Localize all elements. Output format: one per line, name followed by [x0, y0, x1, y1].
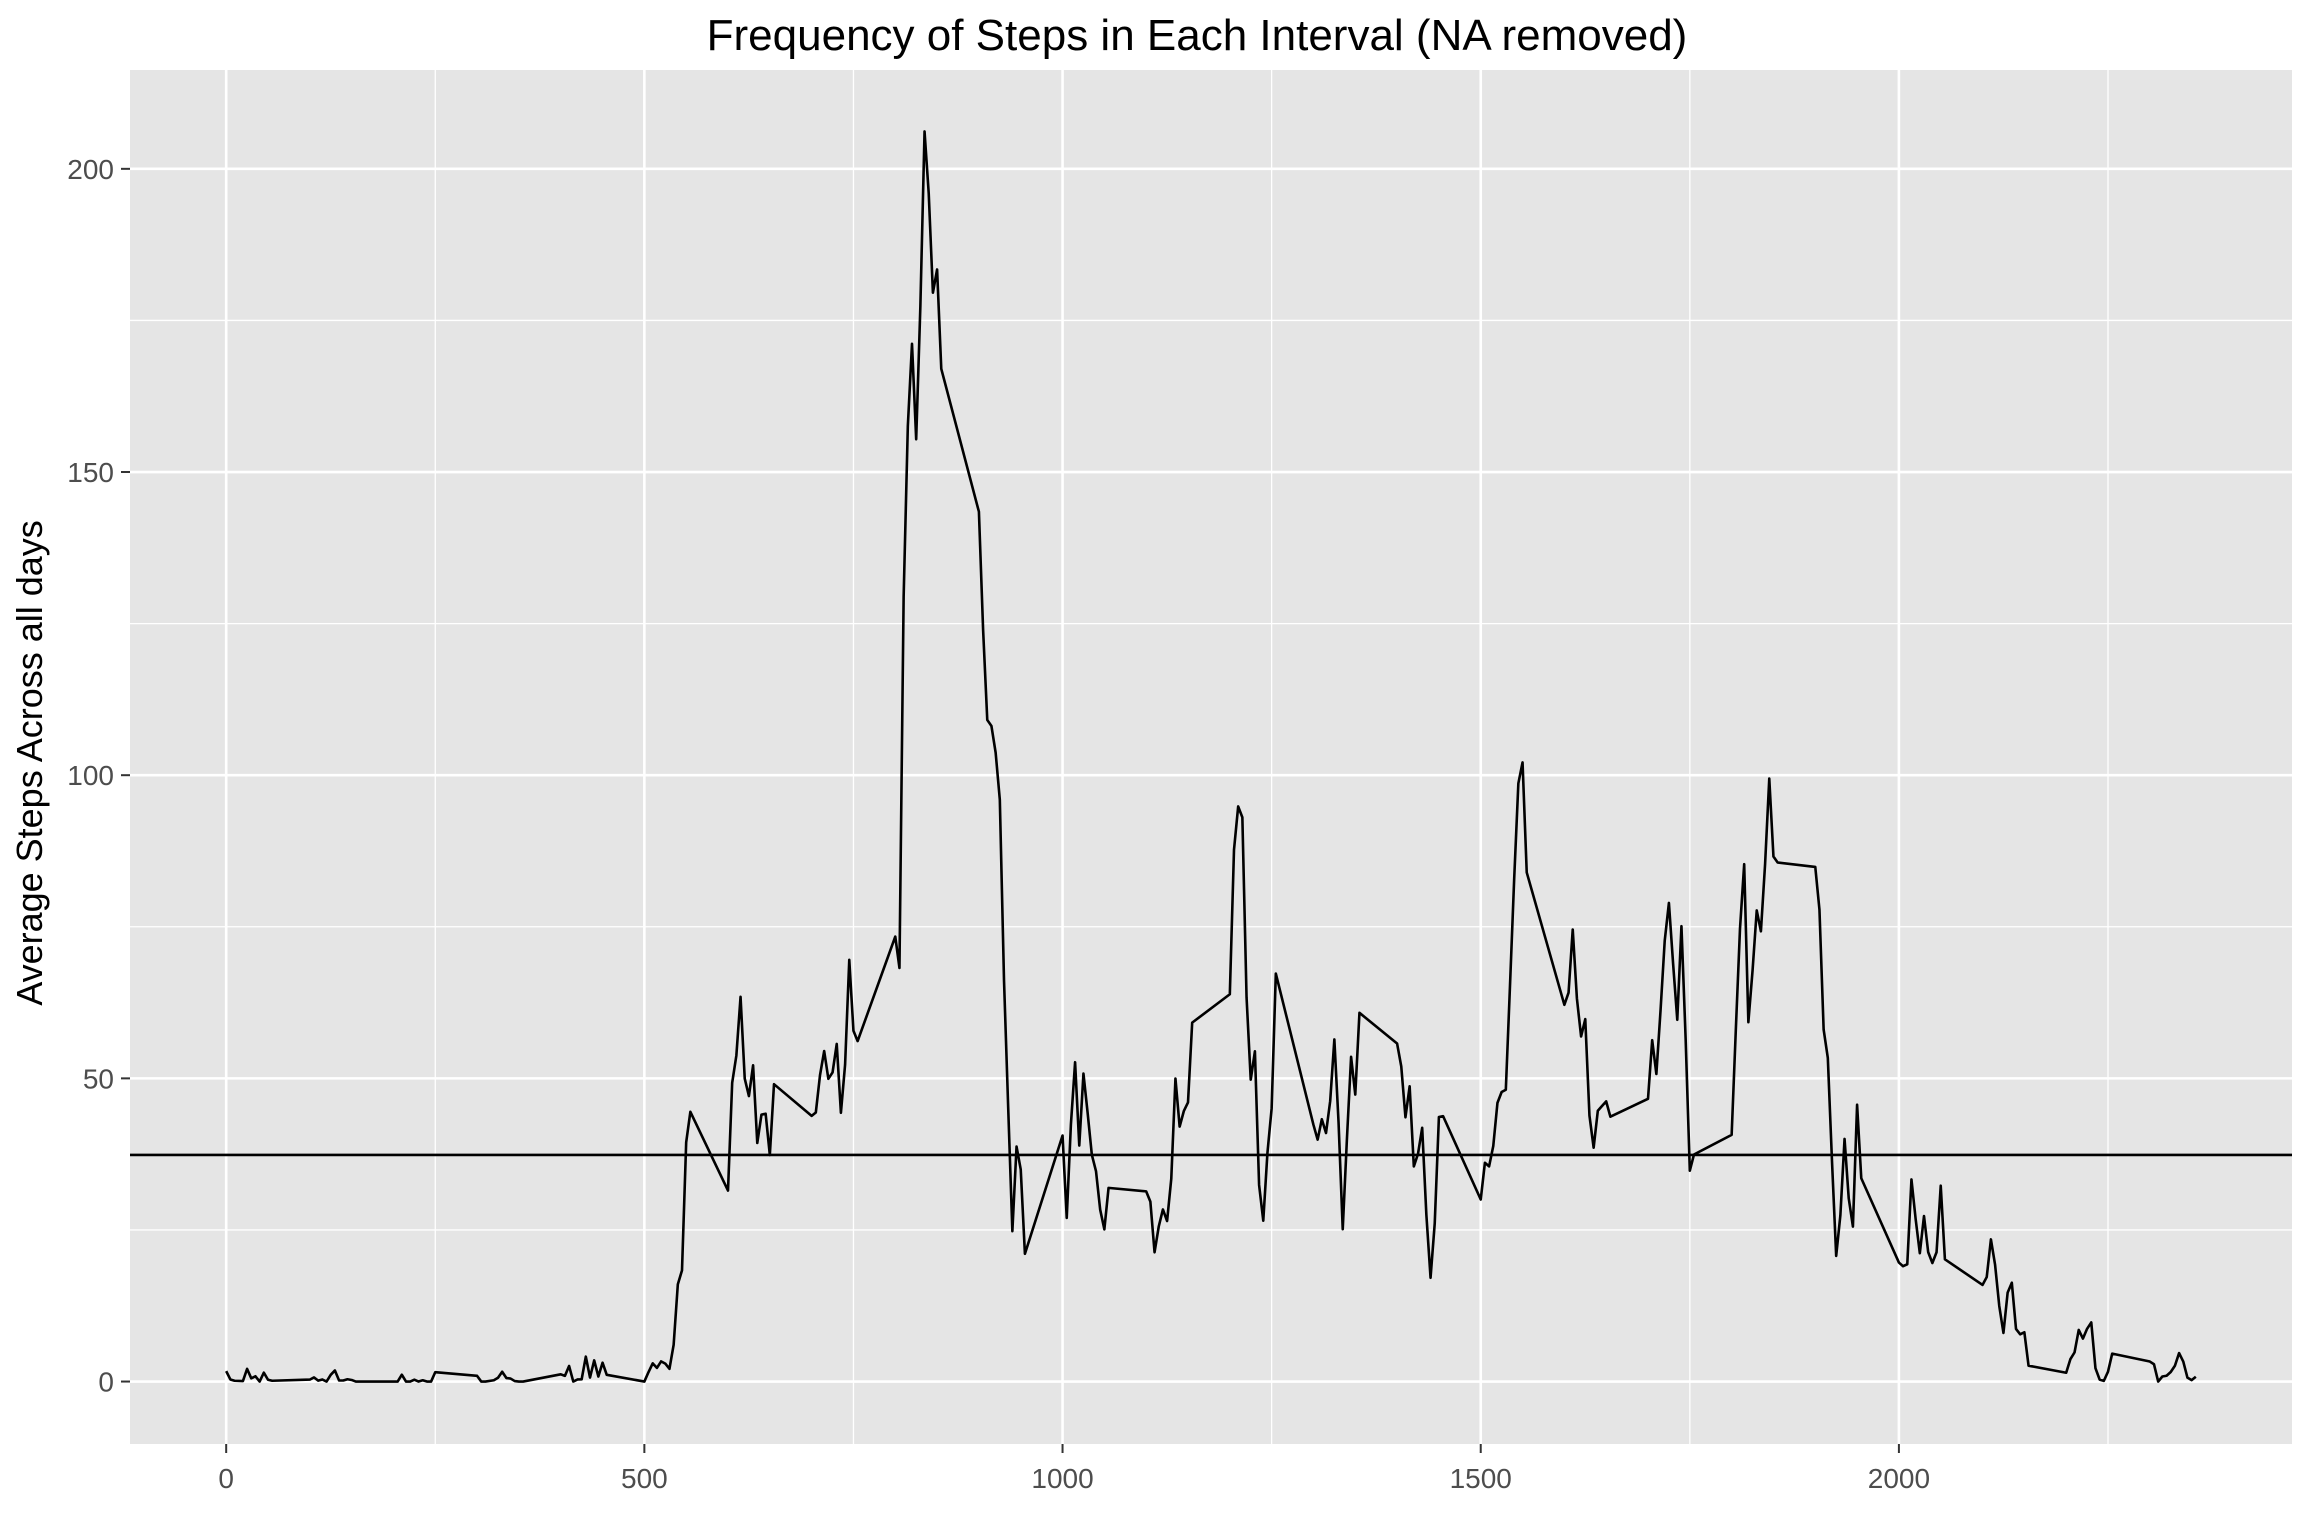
plot-panel — [130, 70, 2292, 1444]
y-axis-label: Average Steps Across all days — [9, 520, 50, 1006]
x-tick-label: 500 — [621, 1463, 668, 1494]
series-line — [225, 130, 2197, 1383]
y-tick-label: 100 — [67, 760, 114, 791]
y-tick-label: 0 — [98, 1367, 114, 1398]
chart-title: Frequency of Steps in Each Interval (NA … — [707, 11, 1688, 60]
x-tick-label: 1000 — [1031, 1463, 1093, 1494]
y-tick-label: 200 — [67, 154, 114, 185]
x-tick-label: 0 — [218, 1463, 234, 1494]
x-tick-label: 2000 — [1868, 1463, 1930, 1494]
x-tick-label: 1500 — [1450, 1463, 1512, 1494]
grid-minor — [130, 70, 2292, 1444]
y-tick-label: 50 — [83, 1063, 114, 1094]
y-axis: 0 50 100 150 200 — [67, 154, 130, 1398]
x-axis: 0 500 1000 1500 2000 — [218, 1444, 1930, 1494]
grid-major — [130, 70, 2292, 1444]
y-tick-label: 150 — [67, 457, 114, 488]
